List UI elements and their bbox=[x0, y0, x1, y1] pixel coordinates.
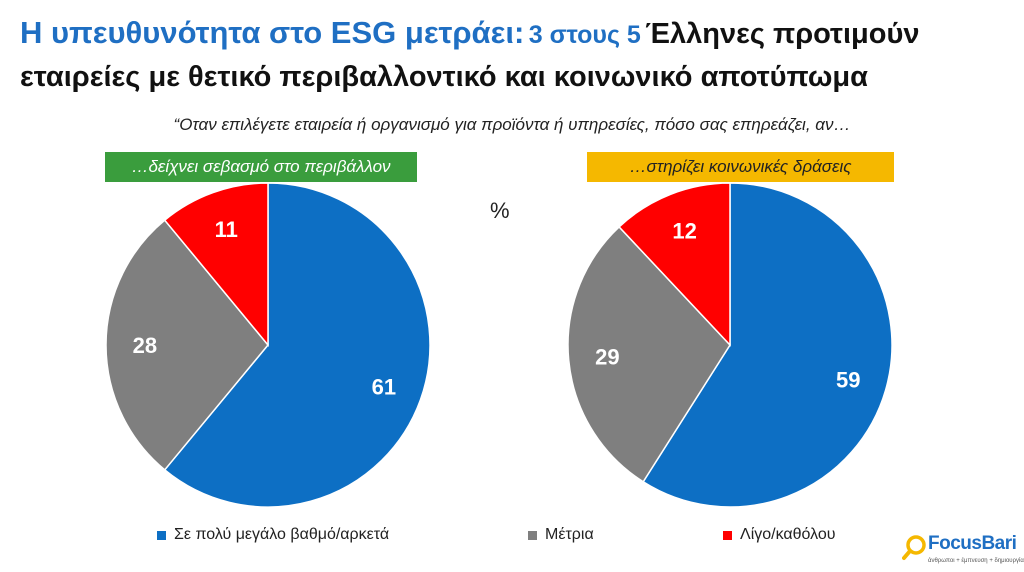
data-label-medium: 29 bbox=[595, 345, 619, 370]
legend-label-high: Σε πολύ μεγάλο βαθμό/αρκετά bbox=[174, 526, 390, 543]
legend-label-low: Λίγο/καθόλου bbox=[740, 526, 836, 543]
pie-chart-social: 59 29 12 bbox=[567, 182, 893, 508]
legend-swatch-blue bbox=[157, 530, 166, 540]
question-text: “Οταν επιλέγετε εταιρεία ή οργανισμό για… bbox=[173, 115, 851, 134]
pie-slice-high bbox=[642, 182, 893, 508]
pie-slice-high bbox=[163, 182, 431, 508]
title-part-2: 3 στους 5 bbox=[528, 21, 641, 49]
pie-slice-low bbox=[618, 182, 731, 347]
legend-swatch-red bbox=[723, 530, 732, 540]
legend-item-low: Λίγο/καθόλου bbox=[723, 526, 836, 544]
logo-tagline: άνθρωποι + έμπνευση + δημιουργία bbox=[928, 558, 1024, 564]
data-label-medium: 28 bbox=[133, 333, 157, 358]
pie-slice-medium bbox=[105, 219, 269, 471]
title-part-1: Η υπευθυνότητα στο ESG μετράει: bbox=[20, 15, 525, 50]
magnifier-icon bbox=[902, 535, 926, 560]
data-label-high: 59 bbox=[836, 367, 860, 392]
data-label-low: 12 bbox=[672, 219, 696, 244]
legend-label-medium: Μέτρια bbox=[545, 526, 594, 543]
legend-item-medium: Μέτρια bbox=[528, 526, 594, 544]
right-chart-title: …στηρίζει κοινωνικές δράσεις bbox=[587, 152, 894, 182]
legend-swatch-gray bbox=[528, 530, 537, 540]
data-label-high: 61 bbox=[372, 375, 396, 400]
pie-chart-environment: 61 28 11 bbox=[105, 182, 431, 508]
title-part-3: Έλληνες προτιμούν εταιρείες με θετικό πε… bbox=[20, 18, 920, 93]
pie-slice-medium bbox=[567, 225, 731, 483]
focusbari-logo: FocusBari άνθρωποι + έμπνευση + δημιουργ… bbox=[902, 532, 1024, 570]
pie-slice-low bbox=[163, 182, 269, 348]
percent-unit-label: % bbox=[490, 198, 510, 223]
legend-item-high: Σε πολύ μεγάλο βαθμό/αρκετά bbox=[157, 526, 389, 544]
page-title: Η υπευθυνότητα στο ESG μετράει: 3 στους … bbox=[20, 14, 1020, 101]
logo-name: FocusBari bbox=[928, 533, 1017, 554]
data-label-low: 11 bbox=[215, 217, 238, 242]
left-chart-title: …δείχνει σεβασμό στο περιβάλλον bbox=[105, 152, 417, 182]
